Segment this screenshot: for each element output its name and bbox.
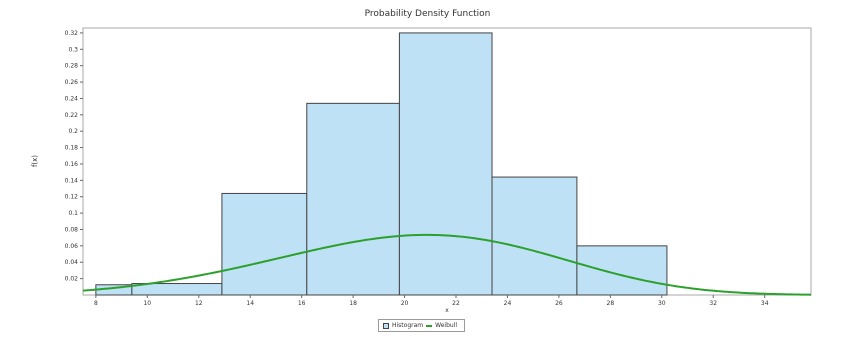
histogram-bar-5: [491, 176, 578, 296]
x-tick-label-10: 28: [607, 300, 615, 307]
y-tick-label-11: 0.24: [65, 95, 79, 102]
y-tick-label-5: 0.12: [65, 194, 79, 201]
histogram-bar-6: [576, 245, 668, 296]
y-axis: 0.02 0.04 0.06 0.08 0.1 0.12 0.14 0.16 0.18 0.2 0.…: [65, 30, 83, 283]
density-curve: [82, 233, 812, 296]
histogram-bar-1: [131, 283, 223, 296]
legend-item-weibull: Weibull: [426, 322, 457, 329]
y-tick-label-10: 0.22: [65, 112, 79, 119]
x-tick-label-8: 24: [504, 300, 512, 307]
histogram-bar-2: [221, 192, 308, 296]
y-tick-label-6: 0.14: [65, 177, 79, 184]
x-tick-label-3: 14: [246, 300, 254, 307]
y-tick-label-1: 0.04: [65, 259, 79, 266]
x-axis: 8 10 12 14 16 18 20 22 24 26 28 30 32 34: [94, 295, 769, 307]
x-tick-label-7: 22: [452, 300, 460, 307]
x-tick-label-5: 18: [349, 300, 357, 307]
legend-label-weibull: Weibull: [435, 322, 458, 329]
x-tick-label-6: 20: [401, 300, 409, 307]
histogram-bar-3: [306, 102, 400, 296]
y-tick-label-14: 0.3: [68, 46, 78, 53]
y-tick-label-3: 0.08: [65, 226, 79, 233]
y-axis-label: f(x): [31, 155, 39, 167]
legend: Histogram Weibull: [378, 319, 466, 332]
y-tick-label-15: 0.32: [65, 30, 79, 37]
y-tick-label-8: 0.18: [65, 145, 79, 152]
legend-item-histogram: Histogram: [383, 322, 423, 329]
y-tick-label-13: 0.28: [65, 63, 79, 70]
histogram-bar-4: [398, 32, 493, 296]
x-tick-label-4: 16: [298, 300, 306, 307]
y-tick-label-4: 0.1: [68, 210, 78, 217]
x-axis-label: x: [445, 307, 449, 314]
x-tick-label-12: 32: [709, 300, 717, 307]
x-tick-label-0: 8: [94, 300, 98, 307]
x-tick-label-2: 12: [195, 300, 203, 307]
chart-title: Probability Density Function: [364, 9, 491, 19]
y-tick-label-7: 0.16: [65, 161, 79, 168]
y-tick-label-9: 0.2: [68, 128, 78, 135]
histogram-bars: [95, 32, 668, 296]
histogram-swatch: [383, 322, 389, 329]
y-tick-label-0: 0.02: [65, 276, 79, 283]
x-tick-label-11: 30: [658, 300, 666, 307]
y-tick-label-2: 0.06: [65, 243, 79, 250]
y-tick-label-12: 0.26: [65, 79, 79, 86]
x-tick-label-13: 34: [761, 300, 769, 307]
legend-label-histogram: Histogram: [392, 322, 424, 329]
x-tick-label-1: 10: [143, 300, 151, 307]
weibull-swatch: [426, 324, 433, 327]
x-tick-label-9: 26: [555, 300, 563, 307]
